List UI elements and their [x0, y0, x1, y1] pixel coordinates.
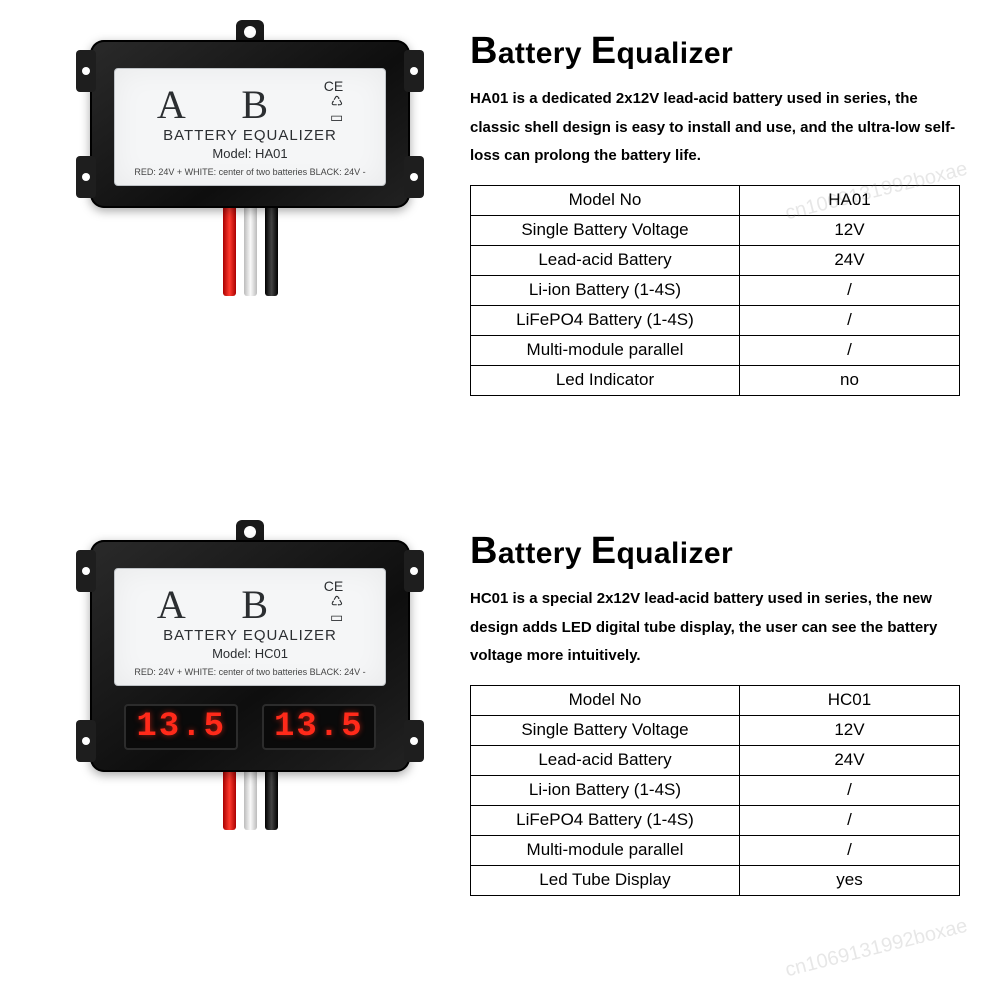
- section-title: Battery Equalizer: [470, 30, 970, 73]
- spec-table-ha01: Model NoHA01 Single Battery Voltage12V L…: [470, 185, 960, 396]
- wires: [90, 206, 410, 296]
- mount-ear-icon: [404, 50, 424, 92]
- spec-table-hc01: Model NoHC01 Single Battery Voltage12V L…: [470, 685, 960, 896]
- table-row: Multi-module parallel/: [471, 835, 960, 865]
- mount-ear-icon: [76, 50, 96, 92]
- product-ha01: cn1069131992boxae A B CE♺▭ BATTERY EQUAL…: [0, 0, 1000, 500]
- table-row: Lead-acid Battery24V: [471, 245, 960, 275]
- table-row: LiFePO4 Battery (1-4S)/: [471, 805, 960, 835]
- mount-ear-icon: [76, 156, 96, 198]
- plate-model: Model: HC01: [129, 646, 371, 661]
- product-hc01: cn1069131992boxae cn1069131992boxae A B …: [0, 500, 1000, 1000]
- device-image-ha01: A B CE♺▭ BATTERY EQUALIZER Model: HA01 R…: [60, 20, 440, 296]
- table-row: Model NoHC01: [471, 685, 960, 715]
- wire-black-icon: [265, 770, 278, 830]
- table-row: Li-ion Battery (1-4S)/: [471, 275, 960, 305]
- wires: [90, 770, 410, 830]
- plate-title: BATTERY EQUALIZER: [129, 127, 371, 144]
- table-row: Led Indicatorno: [471, 365, 960, 395]
- product-description: HA01 is a dedicated 2x12V lead-acid batt…: [470, 85, 970, 171]
- device-image-hc01: A B CE♺▭ BATTERY EQUALIZER Model: HC01 R…: [60, 520, 440, 830]
- wire-red-icon: [223, 770, 236, 830]
- mount-ear-icon: [76, 720, 96, 762]
- mount-ear-icon: [404, 550, 424, 592]
- table-row: Led Tube Displayyes: [471, 865, 960, 895]
- table-row: Li-ion Battery (1-4S)/: [471, 775, 960, 805]
- table-row: LiFePO4 Battery (1-4S)/: [471, 305, 960, 335]
- product-description: HC01 is a special 2x12V lead-acid batter…: [470, 585, 970, 671]
- wire-black-icon: [265, 206, 278, 296]
- mount-ear-icon: [76, 550, 96, 592]
- plate-wiring-note: RED: 24V + WHITE: center of two batterie…: [129, 667, 371, 677]
- table-row: Lead-acid Battery24V: [471, 745, 960, 775]
- wire-red-icon: [223, 206, 236, 296]
- watermark: cn1069131992boxae: [783, 915, 970, 983]
- mount-ear-icon: [404, 156, 424, 198]
- table-row: Single Battery Voltage12V: [471, 215, 960, 245]
- wire-white-icon: [244, 206, 257, 296]
- plate-title: BATTERY EQUALIZER: [129, 627, 371, 644]
- section-title: Battery Equalizer: [470, 530, 970, 573]
- table-row: Model NoHA01: [471, 185, 960, 215]
- table-row: Single Battery Voltage12V: [471, 715, 960, 745]
- mount-ear-icon: [404, 720, 424, 762]
- table-row: Multi-module parallel/: [471, 335, 960, 365]
- wire-white-icon: [244, 770, 257, 830]
